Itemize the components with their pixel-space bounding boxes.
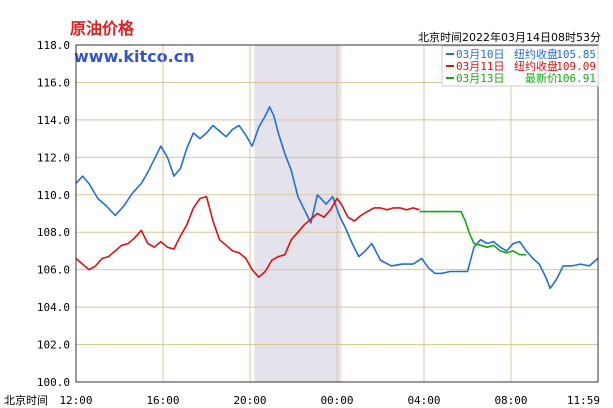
series-line <box>75 106 599 290</box>
legend-value: 109.09 <box>556 60 596 73</box>
legend-series-name: 03月11日 <box>456 60 505 73</box>
legend-box <box>441 45 599 87</box>
y-tick-label: 104.0 <box>37 301 70 314</box>
y-tick-label: 108.0 <box>37 226 70 239</box>
series-lines <box>75 106 599 290</box>
series-line <box>419 210 527 256</box>
y-axis-ticks: 100.0 102.0 104.0 106.0 108.0 110.0 112.0 114.0… <box>37 39 70 389</box>
legend-value: 105.85 <box>556 48 596 61</box>
y-tick-label: 106.0 <box>37 264 70 277</box>
y-tick-label: 112.0 <box>37 151 70 164</box>
y-tick-label: 116.0 <box>37 76 70 89</box>
y-tick-label: 114.0 <box>37 114 70 127</box>
y-tick-label: 110.0 <box>37 189 70 202</box>
legend-label: 纽约收盘 <box>514 47 558 61</box>
legend-series-name: 03月13日 <box>456 72 505 85</box>
plot-frame <box>75 44 599 383</box>
legend-label: 纽约收盘 <box>514 59 558 73</box>
x-tick-label: 11:59 <box>567 394 600 407</box>
x-tick-label: 12:00 <box>59 394 92 407</box>
series-line <box>75 195 420 278</box>
legend-label: 最新价 <box>525 71 558 85</box>
x-tick-label: 00:00 <box>320 394 353 407</box>
legend-series-name: 03月10日 <box>456 48 505 61</box>
chart-title: 原油价格 <box>70 19 135 38</box>
x-tick-label: 20:00 <box>233 394 266 407</box>
x-tick-label: 04:00 <box>407 394 440 407</box>
y-tick-label: 102.0 <box>37 339 70 352</box>
y-tick-label: 118.0 <box>37 39 70 52</box>
timestamp: 北京时间2022年03月14日08时53分 <box>418 30 601 44</box>
y-tick-label: 100.0 <box>37 376 70 389</box>
x-axis-ticks: 12:00 16:00 20:00 00:00 04:00 08:00 11:59 <box>59 394 600 407</box>
legend-value: 106.91 <box>556 72 596 85</box>
x-tick-label: 08:00 <box>494 394 527 407</box>
x-axis-label: 北京时间 <box>4 393 48 407</box>
x-tick-label: 16:00 <box>146 394 179 407</box>
site-name: www.kitco.cn <box>74 47 195 66</box>
